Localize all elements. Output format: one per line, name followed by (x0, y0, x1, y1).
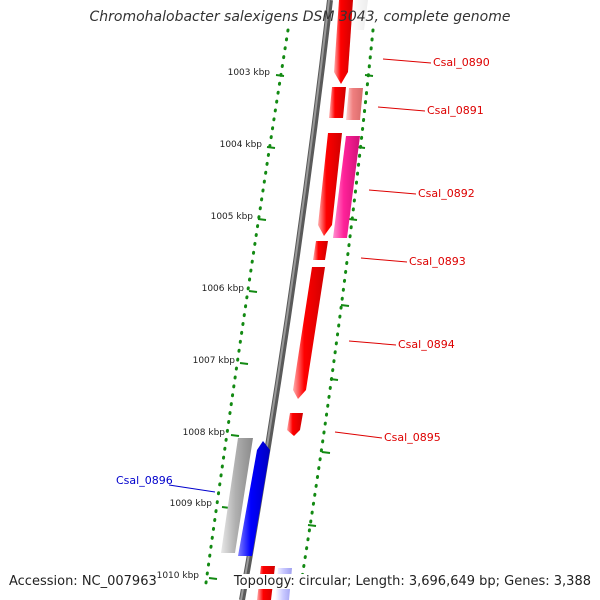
gene-csal-0893[interactable] (313, 241, 328, 260)
gene-csal-0891[interactable] (329, 87, 346, 118)
gene-label-csal-0890[interactable]: Csal_0890 (433, 56, 490, 69)
gene-label-csal-0891[interactable]: Csal_0891 (427, 104, 484, 117)
gene-csal-0892[interactable] (318, 133, 342, 236)
gene-label-csal-0895[interactable]: Csal_0895 (384, 431, 441, 444)
left-tick-dashes (208, 74, 285, 580)
tick-label: 1010 kbp (156, 571, 199, 581)
gene-label-csal-0896[interactable]: Csal_0896 (116, 474, 173, 487)
right-guide-arc (298, 28, 375, 592)
tick-label: 1005 kbp (210, 212, 253, 222)
tick-label: 1007 kbp (192, 356, 235, 366)
tick-label: 1006 kbp (201, 284, 244, 294)
reverse-label-leader (168, 484, 216, 493)
gene-csal-0891-salmon[interactable] (346, 88, 363, 120)
gene-csal-0895[interactable] (287, 413, 303, 436)
gene-csal-0894[interactable] (293, 267, 325, 399)
gene-csal-0890-flank (351, 0, 368, 30)
accession-footer: Accession: NC_007963 (9, 574, 157, 589)
forward-label-leaders (334, 58, 432, 439)
genome-title: Chromohalobacter salexigens DSM 3043, co… (89, 9, 511, 25)
gene-csal-0896-gray[interactable] (221, 438, 253, 553)
gene-label-csal-0893[interactable]: Csal_0893 (409, 255, 466, 268)
tick-label: 1008 kbp (182, 428, 225, 438)
genome-summary-footer: Topology: circular; Length: 3,696,649 bp… (233, 574, 591, 589)
gene-label-csal-0894[interactable]: Csal_0894 (398, 338, 455, 351)
gene-csal-0896[interactable] (238, 441, 270, 556)
gene-csal-0890[interactable] (334, 0, 353, 84)
gene-label-csal-0892[interactable]: Csal_0892 (418, 187, 475, 200)
tick-label: 1004 kbp (219, 140, 262, 150)
left-guide-arc (203, 28, 290, 592)
gene-csal-0892-pink[interactable] (333, 136, 360, 238)
tick-label: 1003 kbp (227, 68, 270, 78)
tick-label: 1009 kbp (169, 499, 212, 509)
